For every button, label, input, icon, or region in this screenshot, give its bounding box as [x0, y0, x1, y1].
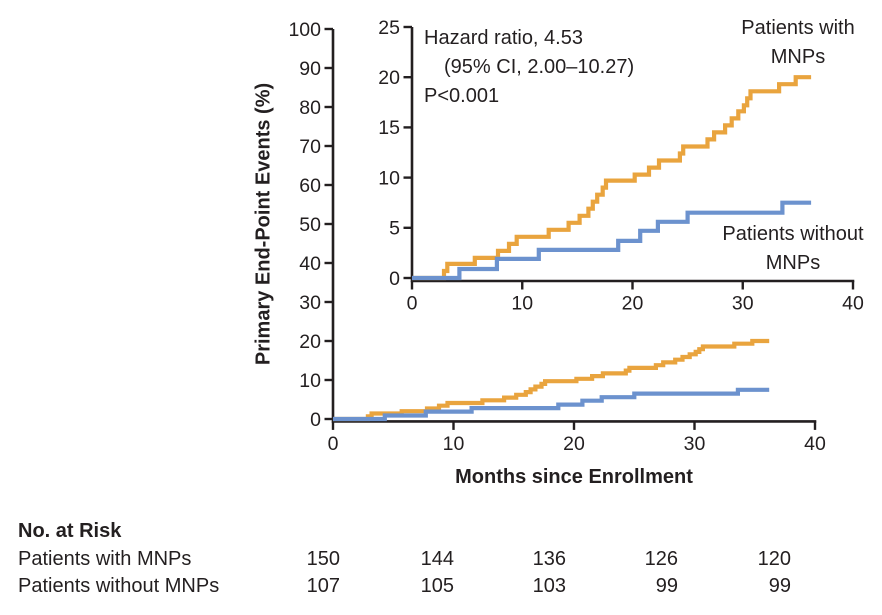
main-x-tick-label: 30: [684, 433, 706, 455]
risk-value: 144: [420, 548, 454, 570]
main-series-without-mnps-line: [333, 387, 770, 422]
inset-x-tick-label: 40: [842, 293, 864, 315]
inset-series-without-mnps-line: [412, 200, 812, 281]
risk-value: 107: [306, 575, 340, 597]
legend-without-mnps-line1: Patients without: [722, 223, 864, 245]
risk-value: 120: [757, 548, 791, 570]
main-y-tick-label: 0: [310, 409, 321, 431]
inset-y-tick-label: 15: [378, 117, 400, 139]
main-y-tick-label: 90: [299, 58, 321, 80]
x-axis-title: Months since Enrollment: [455, 466, 693, 488]
annotation-line-pvalue: P<0.001: [424, 85, 500, 107]
main-y-tick-label: 60: [299, 175, 321, 197]
risk-value: 150: [306, 548, 340, 570]
risk-value: 103: [532, 575, 566, 597]
inset-x-tick-label: 30: [732, 293, 754, 315]
legend-with-mnps: Patients with MNPs: [698, 14, 882, 72]
inset-x-tick-label: 20: [622, 293, 644, 315]
inset-x-tick-label: 10: [511, 293, 533, 315]
main-y-tick-label: 80: [299, 97, 321, 119]
main-y-tick-label: 50: [299, 214, 321, 236]
hazard-ratio-annotation: Hazard ratio, 4.53 (95% CI, 2.00–10.27) …: [424, 24, 634, 111]
inset-x-tick-label: 0: [407, 293, 418, 315]
main-y-tick-label: 40: [299, 253, 321, 275]
inset-y-tick-label: 5: [389, 218, 400, 240]
risk-row-label-without-mnps: Patients without MNPs: [18, 575, 220, 597]
risk-value: 99: [655, 575, 678, 597]
legend-with-mnps-line1: Patients with: [741, 17, 855, 39]
risk-table-title: No. at Risk: [18, 520, 122, 542]
annotation-line-hazard-ratio: Hazard ratio, 4.53: [424, 27, 583, 49]
main-y-tick-label: 10: [299, 370, 321, 392]
inset-series-with-mnps-line: [412, 75, 812, 281]
inset-y-tick-label: 10: [378, 167, 400, 189]
main-x-tick-label: 0: [328, 433, 339, 455]
main-x-tick-label: 20: [563, 433, 585, 455]
main-x-tick-label: 40: [804, 433, 826, 455]
risk-value: 136: [532, 548, 566, 570]
legend-without-mnps: Patients without MNPs: [693, 220, 882, 278]
risk-value: 99: [768, 575, 791, 597]
risk-value: 105: [420, 575, 454, 597]
main-x-tick-label: 10: [443, 433, 465, 455]
risk-value: 126: [644, 548, 678, 570]
main-y-tick-label: 20: [299, 331, 321, 353]
inset-y-tick-label: 0: [389, 268, 400, 290]
main-y-tick-label: 30: [299, 292, 321, 314]
risk-row-label-with-mnps: Patients with MNPs: [18, 548, 192, 570]
inset-y-tick-label: 25: [378, 17, 400, 39]
inset-y-tick-label: 20: [378, 67, 400, 89]
legend-with-mnps-line2: MNPs: [770, 46, 826, 68]
annotation-line-ci: (95% CI, 2.00–10.27): [444, 56, 635, 78]
y-axis-title: Primary End-Point Events (%): [252, 82, 275, 366]
legend-without-mnps-line2: MNPs: [765, 252, 821, 274]
main-series-with-mnps-line: [333, 338, 770, 422]
main-y-tick-label: 70: [299, 136, 321, 158]
main-y-tick-label: 100: [288, 19, 321, 41]
